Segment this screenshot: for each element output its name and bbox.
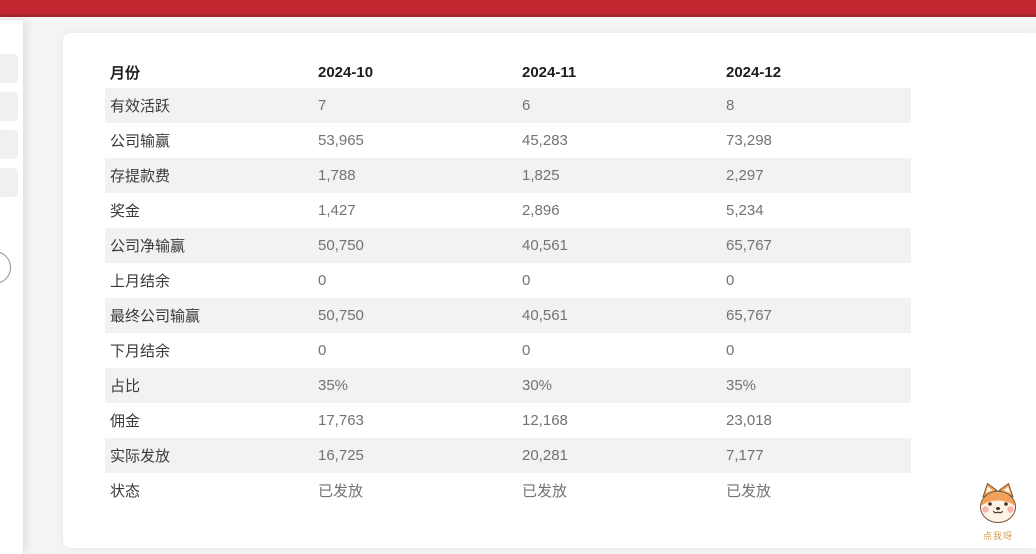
- cell-value: 已发放: [318, 483, 364, 500]
- mascot-caption: 点我呀: [982, 531, 1013, 541]
- sidebar-menu-item[interactable]: [0, 92, 18, 121]
- column-header: 2024-10: [318, 63, 374, 81]
- table-row: 实际发放 16,725 20,281 7,177: [105, 438, 911, 473]
- cell-value: 40,561: [522, 307, 568, 324]
- collapsed-sidebar: [0, 20, 23, 554]
- sidebar-collapse-button[interactable]: [0, 251, 11, 284]
- cell-value: 2,297: [726, 167, 764, 184]
- row-label: 占比: [110, 378, 141, 395]
- cell-value: 65,767: [726, 237, 772, 254]
- row-label: 佣金: [110, 413, 141, 430]
- cell-value: 0: [522, 342, 531, 359]
- cell-value: 7: [318, 97, 327, 114]
- cell-value: 35%: [318, 377, 349, 394]
- cell-value: 40,561: [522, 237, 568, 254]
- cell-value: 1,427: [318, 202, 356, 219]
- cell-value: 0: [726, 342, 735, 359]
- table-row: 占比 35% 30% 35%: [105, 368, 911, 403]
- cell-value: 0: [318, 342, 327, 359]
- table-row: 公司输赢 53,965 45,283 73,298: [105, 123, 911, 158]
- column-header: 2024-11: [522, 63, 577, 81]
- cell-value: 12,168: [522, 412, 568, 429]
- table-row: 上月结余 0 0 0: [105, 263, 911, 298]
- row-label: 公司输赢: [110, 133, 171, 150]
- cell-value: 17,763: [318, 412, 364, 429]
- cell-value: 53,965: [318, 132, 364, 149]
- shiba-mascot[interactable]: 点我呀: [972, 480, 1024, 542]
- cell-value: 20,281: [522, 447, 568, 464]
- table-row: 公司净输赢 50,750 40,561 65,767: [105, 228, 911, 263]
- row-label: 上月结余: [110, 273, 171, 290]
- cell-value: 50,750: [318, 307, 364, 324]
- cell-value: 45,283: [522, 132, 568, 149]
- table-body: 有效活跃 7 6 8 公司输赢 53,965 45,283 73,298 存提款费 1,788 1,…: [105, 88, 911, 508]
- cell-value: 已发放: [522, 483, 568, 500]
- cell-value: 73,298: [726, 132, 772, 149]
- cell-value: 0: [726, 272, 735, 289]
- cell-value: 1,825: [522, 167, 560, 184]
- table-row: 最终公司输赢 50,750 40,561 65,767: [105, 298, 911, 333]
- cell-value: 35%: [726, 377, 757, 394]
- cell-value: 已发放: [726, 483, 772, 500]
- cell-value: 7,177: [726, 447, 764, 464]
- table-row: 有效活跃 7 6 8: [105, 88, 911, 123]
- row-label: 存提款费: [110, 168, 171, 185]
- cell-value: 50,750: [318, 237, 364, 254]
- table-header-row: 月份 2024-10 2024-11 2024-12: [105, 56, 911, 88]
- cell-value: 1,788: [318, 167, 356, 184]
- row-label: 实际发放: [110, 448, 171, 465]
- sidebar-menu-item[interactable]: [0, 168, 18, 197]
- cell-value: 0: [318, 272, 327, 289]
- table-row: 下月结余 0 0 0: [105, 333, 911, 368]
- column-header: 2024-12: [726, 63, 782, 81]
- sidebar-menu-item[interactable]: [0, 54, 18, 83]
- monthly-report-table: 月份 2024-10 2024-11 2024-12 有效活跃 7 6 8 公司输赢 53…: [105, 56, 911, 508]
- sidebar-menu-item[interactable]: [0, 130, 18, 159]
- top-navbar: [0, 0, 1036, 17]
- row-label: 状态: [110, 483, 141, 500]
- cell-value: 16,725: [318, 447, 364, 464]
- cell-value: 0: [522, 272, 531, 289]
- column-header-month: 月份: [110, 64, 141, 82]
- table-row: 奖金 1,427 2,896 5,234: [105, 193, 911, 228]
- cell-value: 65,767: [726, 307, 772, 324]
- table-row: 存提款费 1,788 1,825 2,297: [105, 158, 911, 193]
- row-label: 公司净输赢: [110, 238, 186, 255]
- row-label: 有效活跃: [110, 98, 171, 115]
- content-card: 月份 2024-10 2024-11 2024-12 有效活跃 7 6 8 公司输赢 53…: [63, 33, 1036, 548]
- cell-value: 30%: [522, 377, 553, 394]
- cell-value: 2,896: [522, 202, 560, 219]
- cell-value: 8: [726, 97, 735, 114]
- table-row: 佣金 17,763 12,168 23,018: [105, 403, 911, 438]
- table-row: 状态 已发放 已发放 已发放: [105, 473, 911, 508]
- row-label: 最终公司输赢: [110, 308, 201, 325]
- cell-value: 23,018: [726, 412, 772, 429]
- row-label: 下月结余: [110, 343, 171, 360]
- cell-value: 6: [522, 97, 531, 114]
- cell-value: 5,234: [726, 202, 764, 219]
- row-label: 奖金: [110, 203, 141, 220]
- shiba-icon: [980, 483, 1016, 523]
